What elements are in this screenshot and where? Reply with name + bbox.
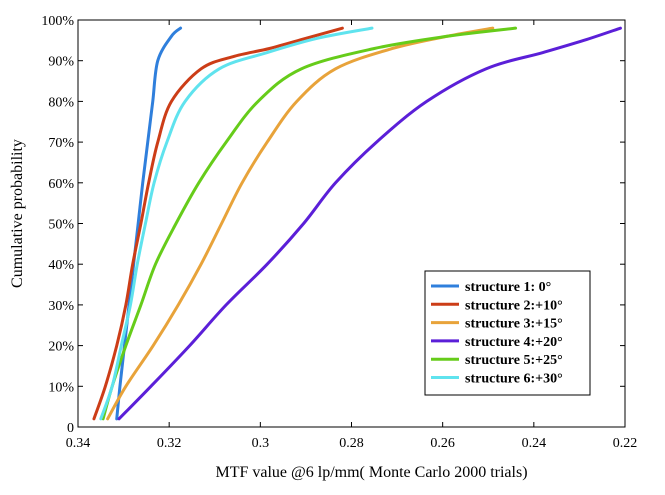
legend-label-6: structure 6:+30°: [465, 372, 563, 387]
y-tick-label: 30%: [48, 299, 74, 314]
y-tick-label: 100%: [41, 14, 74, 29]
x-tick-label: 0.22: [613, 436, 638, 451]
legend: structure 1: 0° structure 2:+10° structure…: [424, 270, 591, 396]
series-line-6: [99, 26, 374, 421]
series-line-3: [106, 26, 495, 421]
legend-label-1: structure 1: 0°: [465, 280, 551, 295]
x-tick-label: 0.28: [339, 436, 364, 451]
y-axis-label: Cumulative probability: [9, 139, 26, 288]
y-axis: 0 10% 20% 30% 40% 50% 60% 70% 80% 90% 100%: [41, 14, 625, 436]
x-axis: 0.34 0.32 0.3 0.28 0.26 0.24 0.22: [66, 20, 638, 451]
x-tick-label: 0.26: [430, 436, 455, 451]
legend-label-5: structure 5:+25°: [465, 353, 563, 368]
series-line-5: [101, 26, 518, 421]
y-tick-label: 60%: [48, 177, 74, 192]
y-tick-label: 90%: [48, 55, 74, 70]
y-tick-label: 70%: [48, 136, 74, 151]
y-tick-label: 40%: [48, 258, 74, 273]
y-tick-label: 0: [67, 421, 74, 436]
legend-label-4: structure 4:+20°: [465, 335, 563, 350]
legend-label-3: structure 3:+15°: [465, 317, 563, 332]
x-tick-label: 0.3: [252, 436, 270, 451]
x-tick-label: 0.24: [522, 436, 547, 451]
series-line-2: [92, 26, 344, 421]
legend-box: [424, 270, 591, 396]
x-tick-label: 0.34: [66, 436, 91, 451]
legend-label-2: structure 2:+10°: [465, 298, 563, 313]
x-axis-label: MTF value @6 lp/mm( Monte Carlo 2000 tri…: [215, 464, 527, 481]
y-tick-label: 20%: [48, 340, 74, 355]
series-lines: [92, 26, 622, 421]
series-line-1: [115, 26, 183, 421]
y-tick-label: 80%: [48, 95, 74, 110]
x-tick-label: 0.32: [157, 436, 182, 451]
y-tick-label: 50%: [48, 218, 74, 233]
y-tick-label: 10%: [48, 380, 74, 395]
series-line-4: [117, 26, 622, 421]
